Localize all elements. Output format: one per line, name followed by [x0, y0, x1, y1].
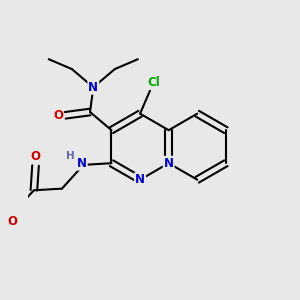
Text: N: N [135, 173, 145, 186]
Text: O: O [8, 214, 17, 227]
Text: Cl: Cl [148, 76, 160, 89]
Text: O: O [53, 109, 63, 122]
Text: N: N [77, 157, 87, 170]
Text: O: O [31, 150, 40, 163]
Text: N: N [88, 81, 98, 94]
Text: H: H [67, 151, 75, 160]
Text: N: N [164, 157, 174, 170]
